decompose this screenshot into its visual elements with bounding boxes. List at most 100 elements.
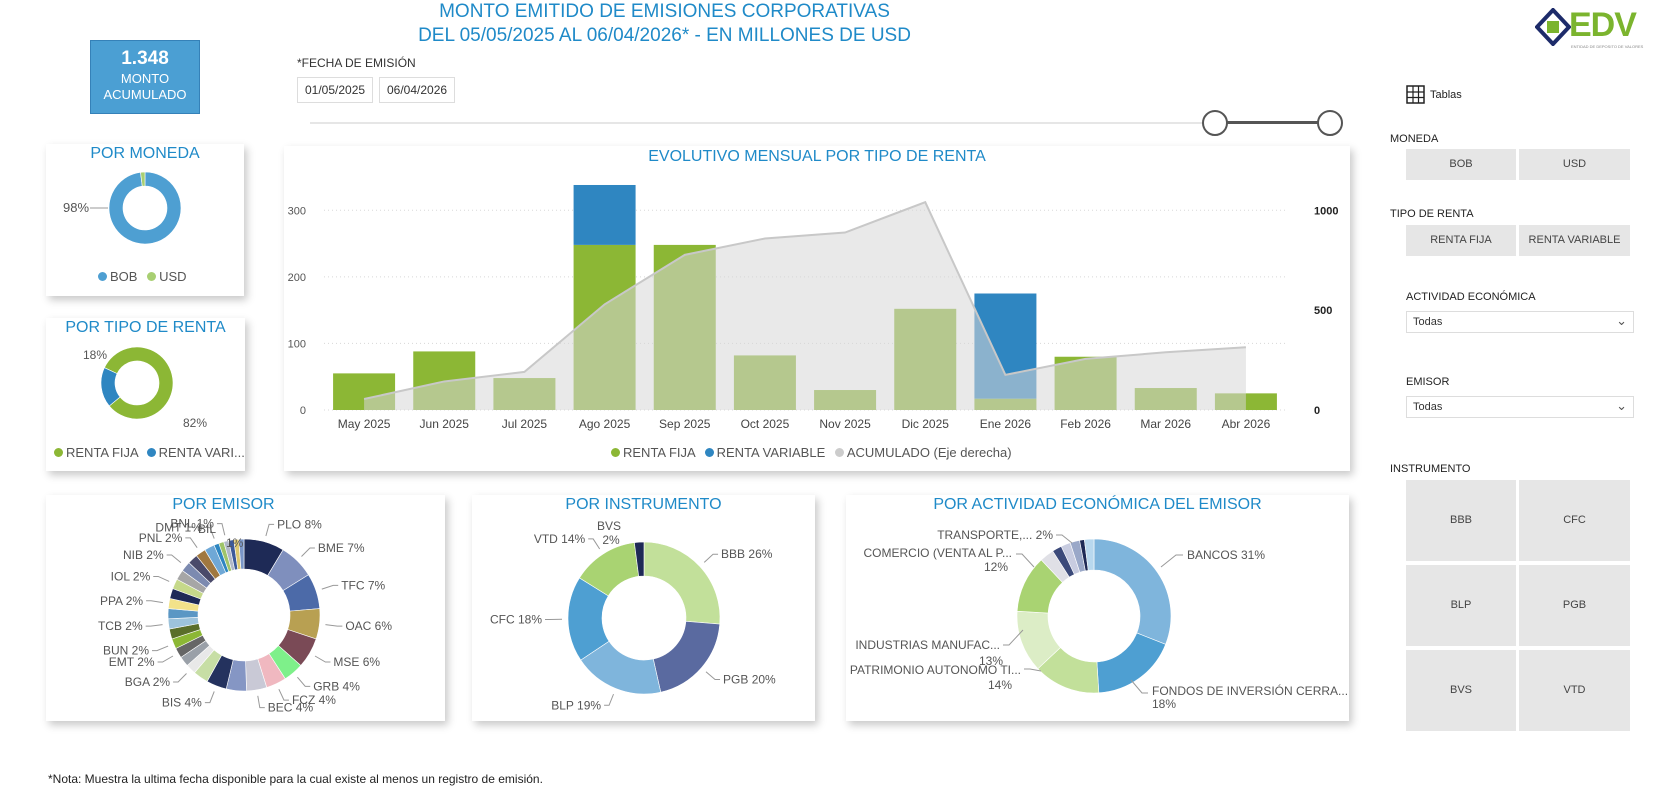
chevron-down-icon: ⌄ <box>1616 313 1627 328</box>
label-emt: EMT 2% <box>109 655 155 669</box>
renta-slice-renta-fija[interactable] <box>104 346 174 420</box>
callout-line <box>152 645 169 652</box>
x-tick-label: May 2025 <box>338 417 391 431</box>
label-mse: MSE 6% <box>333 655 380 669</box>
filter-btn-renta-variable[interactable]: RENTA VARIABLE <box>1519 225 1630 256</box>
date-to-input[interactable]: 06/04/2026 <box>379 77 455 103</box>
legend-dot-renta-variable <box>146 448 156 457</box>
renta-card: POR TIPO DE RENTA 18% 82% RENTA FIJA REN… <box>46 318 245 471</box>
label-pgb: PGB 20% <box>723 673 776 687</box>
label-fcz: FCZ 4% <box>292 693 336 707</box>
legend-item-renta-variable[interactable]: RENTA VARIABLE <box>699 445 825 460</box>
date-from-input[interactable]: 01/05/2025 <box>297 77 373 103</box>
callout-line <box>604 693 614 706</box>
label-iol: IOL 2% <box>111 569 151 583</box>
callout-line <box>321 584 339 590</box>
date-slider-start-handle[interactable] <box>1202 110 1228 136</box>
actividad-dropdown[interactable]: Todas ⌄ <box>1406 311 1634 333</box>
date-slider-end-handle[interactable] <box>1317 110 1343 136</box>
emisor-dropdown[interactable]: Todas ⌄ <box>1406 396 1634 418</box>
filter-btn-vtd[interactable]: VTD <box>1519 650 1630 731</box>
label-dmt: DMT 1% <box>155 520 202 534</box>
actividad-card: POR ACTIVIDAD ECONÓMICA DEL EMISOR BANCO… <box>846 495 1349 721</box>
label-bil-pct: 1% <box>226 536 244 550</box>
date-filter-label: *FECHA DE EMISIÓN <box>297 56 416 70</box>
moneda-slice-usd[interactable] <box>140 171 146 187</box>
legend-item-renta-variable[interactable]: RENTA VARI... <box>142 445 245 460</box>
instrumento-card: POR INSTRUMENTO BBB 26% PGB 20% BLP 19% CFC… <box>472 495 815 721</box>
label-bvs: BVS <box>597 519 621 533</box>
filter-btn-cfc[interactable]: CFC <box>1519 480 1630 561</box>
label-industrias-pct: 13% <box>979 654 1003 668</box>
instrumento-card-title: POR INSTRUMENTO <box>565 496 722 513</box>
filter-btn-usd[interactable]: USD <box>1519 149 1630 180</box>
label-comercio-pct: 12% <box>984 560 1008 574</box>
moneda-slice-bob[interactable] <box>108 171 182 245</box>
date-slider-track[interactable] <box>310 122 1330 124</box>
label-tcb: TCB 2% <box>98 619 143 633</box>
actividad-card-title: POR ACTIVIDAD ECONÓMICA DEL EMISOR <box>933 496 1262 513</box>
filter-btn-pgb[interactable]: PGB <box>1519 565 1630 646</box>
moneda-label-bob: 98% <box>63 200 90 215</box>
actividad-filter-label: ACTIVIDAD ECONÓMICA <box>1406 291 1536 303</box>
renta-card-title: POR TIPO DE RENTA <box>65 319 226 336</box>
label-ppa: PPA 2% <box>100 594 143 608</box>
label-plo: PLO 8% <box>277 517 322 531</box>
renta-slice-renta-variable[interactable] <box>100 367 121 407</box>
label-industrias: INDUSTRIAS MANUFAC... <box>855 638 1000 652</box>
filter-btn-blp[interactable]: BLP <box>1406 565 1516 646</box>
legend-item-bob[interactable]: BOB <box>98 269 137 284</box>
legend-label-renta-fija: RENTA FIJA <box>623 445 695 460</box>
x-tick-label: Jul 2025 <box>502 417 548 431</box>
callout-line <box>301 547 315 557</box>
kpi-value: 1.348 <box>121 48 169 69</box>
emisor-filter-label: EMISOR <box>1406 376 1450 388</box>
y-right-tick: 0 <box>1314 405 1320 417</box>
edv-logo-subtitle: ENTIDAD DE DEPOSITO DE VALORES <box>1571 44 1644 49</box>
legend-item-acumulado[interactable]: ACUMULADO (Eje derecha) <box>829 445 1012 460</box>
callout-line <box>1160 554 1183 568</box>
legend-dot-renta-fija <box>54 448 63 457</box>
label-patrimonio: PATRIMONIO AUTONOMO TI... <box>850 663 1021 677</box>
edv-logo-text: EDV <box>1569 6 1637 44</box>
area-acumulado <box>364 202 1246 410</box>
filter-btn-bob[interactable]: BOB <box>1406 149 1516 180</box>
label-grb: GRB 4% <box>313 679 360 693</box>
legend-item-usd[interactable]: USD <box>141 269 187 284</box>
legend-item-renta-fija[interactable]: RENTA FIJA <box>54 445 138 460</box>
callout-line <box>1130 679 1148 694</box>
line-acumulado <box>363 200 1246 400</box>
emisor-slice-x12[interactable] <box>238 538 245 570</box>
actividad-donut: BANCOS 31% FONDOS DE INVERSIÓN CERRA...18… <box>850 528 1348 711</box>
legend-item-renta-fija[interactable]: RENTA FIJA <box>611 445 695 460</box>
y-left-tick: 200 <box>288 272 306 284</box>
actividad-slice-bancos[interactable] <box>1093 538 1172 645</box>
callout-line <box>588 538 601 550</box>
callout-line <box>185 537 198 548</box>
label-fondos: FONDOS DE INVERSIÓN CERRA... <box>1152 683 1348 698</box>
callout-line <box>705 671 721 681</box>
filter-btn-renta-fija[interactable]: RENTA FIJA <box>1406 225 1516 256</box>
instrumento-slice-bbb[interactable] <box>643 541 721 625</box>
renta-filter-label: TIPO DE RENTA <box>1390 208 1474 220</box>
edv-logo-icon <box>1535 8 1571 46</box>
legend-dot-usd <box>147 272 157 281</box>
callout-line <box>297 676 311 687</box>
y-right-tick: 1000 <box>1314 205 1338 217</box>
bar-renta-variable[interactable] <box>573 184 636 245</box>
label-bec: BEC 4% <box>268 701 314 715</box>
instrumento-slice-pgb[interactable] <box>652 621 721 693</box>
y-right-tick: 500 <box>1314 305 1332 317</box>
y-left-tick: 300 <box>288 205 306 217</box>
filter-btn-bbb[interactable]: BBB <box>1406 480 1516 561</box>
filter-btn-bvs[interactable]: BVS <box>1406 650 1516 731</box>
callout-line <box>1016 553 1035 568</box>
actividad-slice-o5[interactable] <box>1084 538 1095 571</box>
emisor-dropdown-value: Todas <box>1413 401 1443 413</box>
label-nib: NIB 2% <box>123 548 164 562</box>
legend-label-renta-fija: RENTA FIJA <box>66 445 138 460</box>
instrumento-slice-bvs[interactable] <box>634 541 645 577</box>
callout-line <box>166 554 182 564</box>
tablas-button[interactable]: Tablas <box>1406 85 1496 107</box>
table-icon <box>1406 85 1425 104</box>
